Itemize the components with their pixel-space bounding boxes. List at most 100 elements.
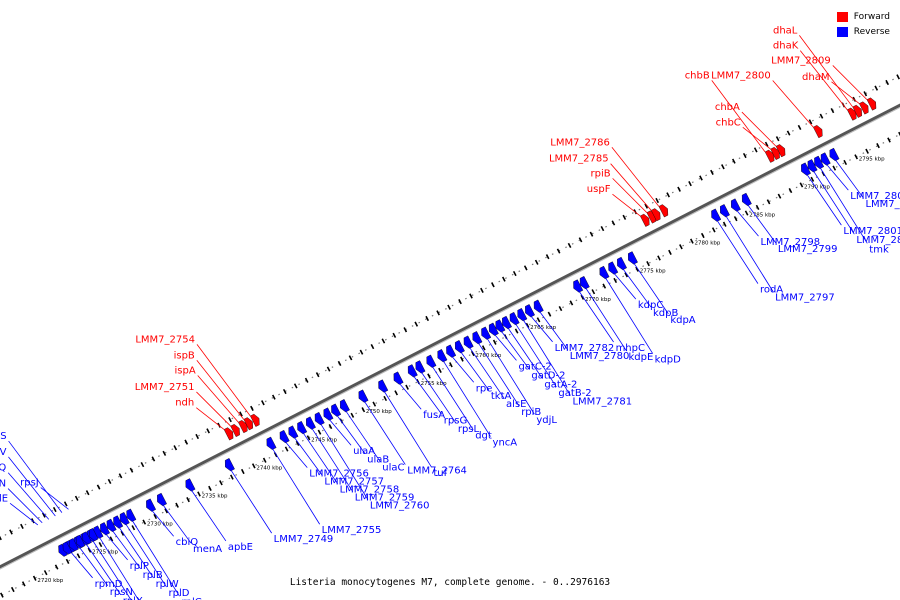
tick-mark bbox=[514, 328, 519, 334]
tick-mark bbox=[140, 461, 145, 468]
tick-mark bbox=[591, 289, 596, 295]
tick-mark bbox=[403, 327, 408, 333]
leader-line bbox=[163, 505, 192, 544]
tick-mark bbox=[819, 113, 824, 119]
tick-mark bbox=[326, 366, 331, 372]
leader-line bbox=[421, 372, 457, 424]
tick-mark bbox=[460, 356, 464, 362]
leader-line bbox=[9, 502, 39, 526]
forward-gene bbox=[238, 420, 248, 434]
tick-mark bbox=[348, 355, 353, 361]
leader-line bbox=[92, 541, 132, 600]
genome-backbone bbox=[0, 76, 900, 596]
reverse-gene bbox=[509, 311, 520, 326]
reverse-gene bbox=[820, 152, 831, 166]
leader-line bbox=[337, 415, 366, 454]
tick-label: 2785 kbp bbox=[749, 213, 775, 219]
tick-mark bbox=[54, 564, 59, 570]
tick-mark bbox=[797, 124, 802, 131]
tick-mark bbox=[843, 159, 848, 166]
gene-label: LMM7_2798 bbox=[760, 237, 820, 248]
gene-label: rpsS bbox=[0, 431, 7, 442]
reverse-gene bbox=[288, 425, 299, 439]
tick-mark bbox=[306, 435, 311, 441]
tick-mark bbox=[690, 238, 694, 244]
gene-label: LMM7_2805 bbox=[865, 199, 900, 210]
tick-mark bbox=[547, 311, 552, 317]
gene-label: ulaA bbox=[353, 446, 375, 457]
tick-mark bbox=[65, 558, 70, 565]
forward-gene bbox=[770, 147, 780, 160]
reverse-gene bbox=[279, 429, 290, 444]
tick-mark bbox=[337, 360, 342, 367]
reverse-gene bbox=[472, 331, 483, 345]
leader-line bbox=[196, 344, 251, 417]
genome-caption: Listeria monocytogenes M7, complete geno… bbox=[289, 577, 611, 588]
tick-mark bbox=[722, 221, 727, 227]
gene-label: LMM7_2780 bbox=[570, 351, 630, 362]
tick-label: 2750 kbp bbox=[366, 409, 392, 415]
gene-label: gatD-2 bbox=[531, 370, 565, 381]
tick-mark bbox=[646, 261, 650, 267]
tick-mark bbox=[317, 429, 322, 435]
leader-line bbox=[741, 111, 777, 147]
tick-mark bbox=[865, 148, 869, 154]
tick-mark bbox=[810, 176, 815, 182]
tick-mark bbox=[700, 232, 705, 239]
tick-mark bbox=[545, 254, 550, 260]
leader-line bbox=[523, 320, 571, 396]
reverse-gene bbox=[297, 420, 308, 435]
tick-mark bbox=[874, 85, 879, 91]
tick-mark bbox=[153, 513, 158, 520]
tick-mark bbox=[854, 154, 859, 160]
leader-line bbox=[835, 160, 864, 199]
forward-gene bbox=[846, 107, 857, 121]
reverse-gene bbox=[814, 155, 825, 169]
tick-mark bbox=[85, 490, 90, 496]
leader-line bbox=[196, 391, 231, 427]
forward-gene bbox=[852, 104, 862, 118]
gene-label: LMM7_2764 bbox=[407, 466, 467, 477]
reverse-gene bbox=[62, 541, 73, 555]
reverse-gene bbox=[75, 534, 86, 548]
gene-label: ispA bbox=[175, 366, 196, 377]
leader-line bbox=[460, 352, 490, 391]
forward-gene bbox=[250, 413, 260, 427]
tick-marks: 2720 kbp 2725 kbp 2730 kbp 2735 kbp 2740 kbp… bbox=[0, 74, 900, 598]
tick-mark bbox=[885, 79, 890, 86]
gene-label: LMM7_2786 bbox=[550, 137, 610, 148]
leader-line bbox=[585, 288, 627, 352]
leader-line bbox=[610, 163, 652, 211]
tick-mark bbox=[284, 446, 289, 452]
gene-label: gatC-2 bbox=[518, 361, 551, 372]
tick-mark bbox=[764, 141, 769, 147]
gene-label: rpsQ bbox=[0, 463, 6, 474]
gene-label: rpsJ bbox=[20, 478, 39, 489]
tick-mark bbox=[775, 136, 780, 142]
gene-label: rplE bbox=[0, 493, 8, 504]
gene-label: chbB bbox=[685, 70, 710, 81]
leader-line bbox=[443, 361, 491, 437]
reverse-gene bbox=[829, 147, 840, 162]
gene-label: LMM7_2785 bbox=[549, 154, 609, 165]
tick-mark bbox=[611, 220, 616, 226]
leader-line bbox=[612, 193, 641, 217]
gene-label: LMM7_2782 bbox=[555, 343, 615, 354]
tick-mark bbox=[262, 457, 267, 463]
leader-line bbox=[364, 401, 406, 465]
tick-mark bbox=[668, 249, 672, 255]
tick-mark bbox=[293, 383, 298, 389]
leader-line bbox=[832, 65, 868, 100]
gene-label: rpsN bbox=[110, 587, 133, 598]
leader-line bbox=[515, 324, 557, 388]
gene-label: LMM7_2749 bbox=[274, 534, 334, 545]
reverse-gene bbox=[323, 407, 334, 421]
reverse-gene bbox=[488, 322, 499, 336]
tick-mark bbox=[786, 130, 791, 136]
tick-mark bbox=[392, 332, 397, 338]
gene-label: LMM7_2781 bbox=[572, 397, 632, 408]
tick-mark bbox=[131, 525, 136, 531]
gene-label: LMM7_2800 bbox=[711, 71, 771, 82]
reverse-gene bbox=[113, 515, 124, 529]
leader-line bbox=[329, 419, 352, 446]
